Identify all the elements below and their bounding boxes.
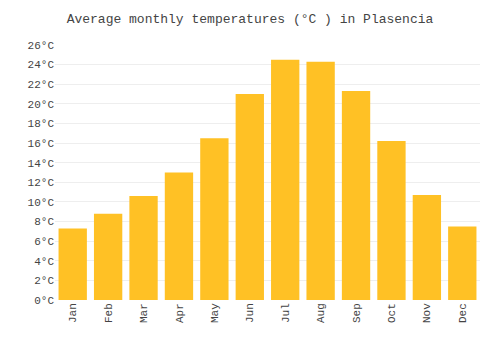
svg-text:Feb: Feb: [103, 303, 115, 323]
svg-text:Jul: Jul: [280, 303, 292, 323]
svg-text:Average monthly temperatures (: Average monthly temperatures (°C ) in Pl…: [67, 12, 434, 27]
svg-text:Sep: Sep: [351, 303, 363, 323]
svg-text:Mar: Mar: [138, 303, 150, 323]
svg-text:12°C: 12°C: [28, 177, 55, 189]
svg-text:22°C: 22°C: [28, 79, 55, 91]
svg-text:Apr: Apr: [174, 303, 186, 323]
svg-text:Jan: Jan: [67, 303, 79, 323]
svg-text:14°C: 14°C: [28, 158, 55, 170]
svg-text:0°C: 0°C: [34, 295, 54, 307]
svg-text:16°C: 16°C: [28, 138, 55, 150]
svg-text:May: May: [209, 303, 221, 323]
svg-text:8°C: 8°C: [34, 216, 54, 228]
svg-text:6°C: 6°C: [34, 236, 54, 248]
svg-text:20°C: 20°C: [28, 99, 55, 111]
svg-text:24°C: 24°C: [28, 59, 55, 71]
svg-text:Jun: Jun: [244, 303, 256, 323]
svg-text:10°C: 10°C: [28, 197, 55, 209]
svg-text:Oct: Oct: [386, 303, 398, 323]
svg-text:Aug: Aug: [315, 303, 327, 323]
svg-text:Nov: Nov: [421, 303, 433, 323]
svg-text:Dec: Dec: [457, 303, 469, 323]
svg-text:18°C: 18°C: [28, 118, 55, 130]
svg-text:4°C: 4°C: [34, 256, 54, 268]
svg-text:2°C: 2°C: [34, 275, 54, 287]
svg-text:26°C: 26°C: [28, 40, 55, 52]
